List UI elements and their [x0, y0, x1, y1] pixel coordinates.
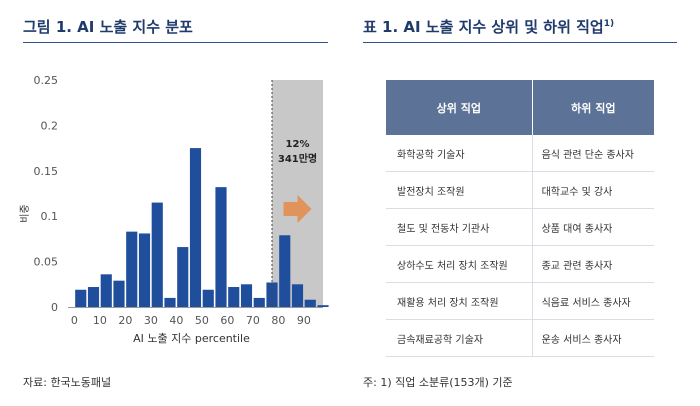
y-tick-label: 0.2 [41, 119, 59, 132]
x-tick-label: 40 [169, 314, 183, 327]
histogram-bar [202, 289, 214, 307]
top-occupation-cell: 철도 및 전동차 기관사 [386, 208, 533, 246]
histogram-bar [151, 202, 163, 307]
x-tick-label: 90 [297, 314, 311, 327]
top-occupation-cell: 재활용 처리 장치 조작원 [386, 282, 533, 320]
histogram-bar [279, 235, 291, 307]
histogram-bar [215, 187, 227, 307]
histogram-bar [189, 148, 202, 307]
table-row: 금속재료공학 기술자 운송 서비스 종사자 [386, 319, 654, 357]
table-footnote: 주: 1) 직업 소분류(153개) 기준 [363, 376, 513, 389]
top-occupation-cell: 금속재료공학 기술자 [386, 319, 533, 357]
histogram-bar [87, 287, 100, 307]
histogram-bar [177, 247, 189, 307]
bottom-occupation-cell: 식음료 서비스 종사자 [531, 282, 654, 320]
histogram-bar [126, 231, 138, 307]
histogram-bar [253, 297, 265, 307]
table-title: 표 1. AI 노출 지수 상위 및 하위 직업1) [363, 16, 614, 37]
y-tick-label: 0.05 [34, 256, 59, 269]
table-row: 발전장치 조작원 대학교수 및 강사 [386, 171, 654, 209]
occupation-table: 상위 직업 하위 직업 화학공학 기술자 음식 관련 단순 종사자 발전장치 조… [386, 80, 654, 357]
header-top-occupations: 상위 직업 [386, 80, 533, 135]
top-occupation-cell: 상하수도 처리 장치 조작원 [386, 245, 533, 283]
bottom-occupation-cell: 운송 서비스 종사자 [531, 319, 654, 357]
table-title-superscript: 1) [603, 19, 615, 29]
x-axis-label: AI 노출 지수 percentile [133, 332, 250, 345]
histogram-bar [75, 289, 87, 307]
x-tick-label: 80 [271, 314, 285, 327]
histogram-bar [317, 305, 329, 307]
table-title-text: 표 1. AI 노출 지수 상위 및 하위 직업 [363, 18, 604, 36]
x-tick-label: 0 [71, 314, 78, 327]
right-arrow-icon [283, 195, 312, 223]
x-tick-label: 10 [93, 314, 107, 327]
histogram-bar [304, 299, 316, 307]
table-row: 화학공학 기술자 음식 관련 단순 종사자 [386, 135, 654, 172]
table-header-row: 상위 직업 하위 직업 [386, 80, 654, 135]
histogram-bar [113, 280, 125, 307]
histogram-bar [240, 284, 253, 307]
x-tick-label: 30 [144, 314, 158, 327]
bottom-occupation-cell: 상품 대여 종사자 [531, 208, 654, 246]
bottom-occupation-cell: 음식 관련 단순 종사자 [531, 135, 654, 172]
table-title-rule [363, 42, 677, 43]
bottom-occupation-cell: 종교 관련 종사자 [531, 245, 654, 283]
figure-title: 그림 1. AI 노출 지수 분포 [23, 18, 193, 36]
y-tick-label: 0.1 [41, 210, 59, 223]
annotation-share: 12% [286, 139, 310, 150]
table-row: 재활용 처리 장치 조작원 식음료 서비스 종사자 [386, 282, 654, 320]
y-tick-label: 0 [51, 301, 58, 314]
histogram-bar [164, 297, 176, 307]
x-tick-label: 50 [195, 314, 209, 327]
histogram-bar [138, 233, 151, 307]
x-tick-label: 70 [246, 314, 260, 327]
table-row: 상하수도 처리 장치 조작원 종교 관련 종사자 [386, 245, 654, 283]
header-bottom-occupations: 하위 직업 [531, 80, 654, 135]
histogram-bar [266, 282, 278, 307]
histogram-bar [100, 274, 112, 307]
y-tick-label: 0.25 [34, 74, 59, 87]
source-note: 자료: 한국노동패널 [23, 376, 112, 389]
x-tick-label: 20 [118, 314, 132, 327]
histogram-bar [291, 284, 304, 307]
figure-title-rule [23, 42, 328, 43]
bottom-occupation-cell: 대학교수 및 강사 [531, 171, 654, 209]
histogram-bar [228, 287, 240, 307]
y-tick-label: 0.15 [34, 165, 59, 178]
top-occupation-cell: 발전장치 조작원 [386, 171, 533, 209]
annotation-count: 341만명 [278, 152, 317, 165]
bar-chart: 0 0.05 0.1 0.15 0.2 0.25 0 10 20 30 40 50 60 70 80 90 AI… [19, 74, 329, 345]
x-tick-label: 60 [220, 314, 234, 327]
y-axis-label: 비중 [19, 204, 31, 222]
top-occupation-cell: 화학공학 기술자 [386, 135, 533, 172]
table-row: 철도 및 전동차 기관사 상품 대여 종사자 [386, 208, 654, 246]
